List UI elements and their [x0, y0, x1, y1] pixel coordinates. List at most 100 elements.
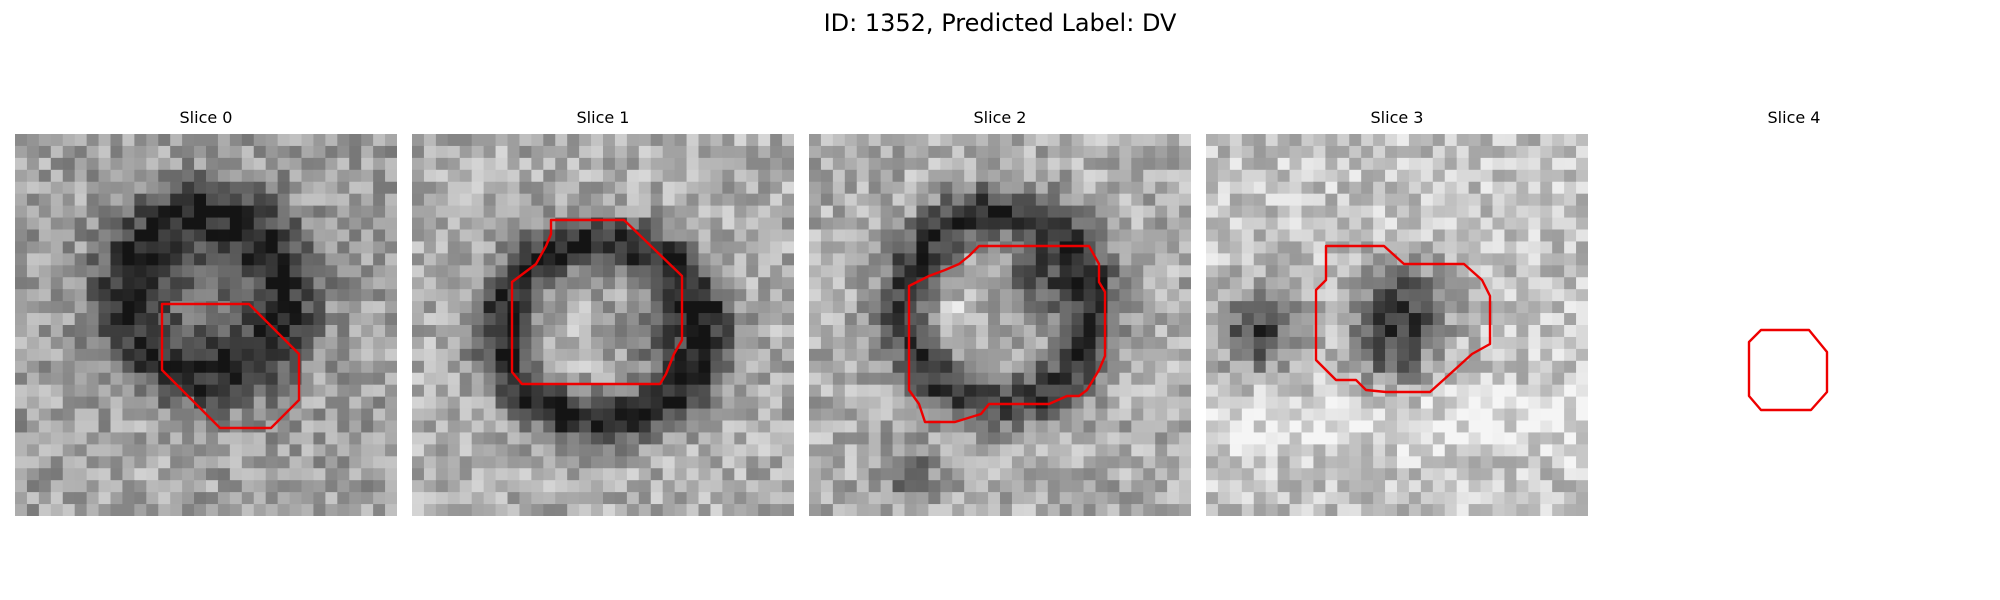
image-pixel	[869, 134, 882, 147]
image-pixel	[905, 468, 918, 481]
image-pixel	[1036, 146, 1049, 159]
image-pixel	[99, 313, 112, 326]
image-pixel	[1504, 397, 1517, 410]
image-pixel	[869, 241, 882, 254]
image-pixel	[206, 504, 219, 516]
image-pixel	[1540, 337, 1553, 350]
image-pixel	[770, 301, 783, 314]
image-pixel	[39, 194, 52, 207]
image-pixel	[134, 134, 147, 147]
image-pixel	[567, 289, 580, 302]
image-pixel	[87, 170, 100, 183]
image-pixel	[1445, 409, 1458, 422]
image-pixel	[1143, 265, 1156, 278]
image-pixel	[170, 456, 183, 469]
image-pixel	[976, 146, 989, 159]
image-pixel	[51, 492, 64, 505]
image-pixel	[869, 301, 882, 314]
image-pixel	[821, 361, 834, 374]
image-pixel	[1024, 146, 1037, 159]
image-pixel	[1119, 361, 1132, 374]
image-pixel	[436, 432, 449, 445]
image-pixel	[603, 134, 616, 147]
image-pixel	[325, 301, 338, 314]
image-pixel	[194, 218, 207, 231]
image-pixel	[1278, 325, 1291, 338]
image-pixel	[519, 230, 532, 243]
image-pixel	[722, 349, 735, 362]
image-pixel	[770, 397, 783, 410]
image-pixel	[1048, 504, 1061, 516]
image-pixel	[424, 277, 437, 290]
image-pixel	[436, 492, 449, 505]
image-pixel	[436, 337, 449, 350]
image-pixel	[51, 277, 64, 290]
image-pixel	[639, 385, 652, 398]
image-pixel	[266, 241, 279, 254]
image-pixel	[1036, 170, 1049, 183]
image-pixel	[1552, 313, 1565, 326]
image-pixel	[1084, 325, 1097, 338]
image-pixel	[122, 313, 135, 326]
image-pixel	[928, 337, 941, 350]
image-pixel	[1421, 421, 1434, 434]
image-pixel	[639, 456, 652, 469]
image-pixel	[1445, 170, 1458, 183]
image-pixel	[313, 349, 326, 362]
image-pixel	[146, 230, 159, 243]
image-pixel	[519, 277, 532, 290]
image-pixel	[1131, 421, 1144, 434]
image-pixel	[1230, 385, 1243, 398]
image-pixel	[1072, 421, 1085, 434]
image-pixel	[1230, 230, 1243, 243]
image-pixel	[1084, 444, 1097, 457]
image-pixel	[51, 313, 64, 326]
image-pixel	[734, 397, 747, 410]
image-pixel	[1024, 361, 1037, 374]
image-pixel	[412, 265, 425, 278]
image-pixel	[1131, 289, 1144, 302]
image-pixel	[508, 349, 521, 362]
image-pixel	[87, 265, 100, 278]
image-pixel	[543, 182, 556, 195]
image-pixel	[1266, 289, 1279, 302]
image-pixel	[543, 456, 556, 469]
image-pixel	[1421, 337, 1434, 350]
image-pixel	[373, 385, 386, 398]
image-pixel	[1012, 480, 1025, 493]
image-pixel	[1107, 289, 1120, 302]
image-pixel	[1048, 385, 1061, 398]
image-pixel	[1564, 158, 1577, 171]
image-pixel	[63, 325, 76, 338]
image-pixel	[893, 289, 906, 302]
image-pixel	[1385, 456, 1398, 469]
image-pixel	[424, 218, 437, 231]
image-pixel	[1397, 182, 1410, 195]
image-pixel	[1060, 158, 1073, 171]
image-pixel	[1361, 313, 1374, 326]
image-pixel	[845, 373, 858, 386]
image-pixel	[1060, 480, 1073, 493]
image-pixel	[1564, 337, 1577, 350]
image-pixel	[206, 492, 219, 505]
image-pixel	[385, 265, 397, 278]
image-pixel	[1167, 409, 1180, 422]
image-pixel	[1155, 170, 1168, 183]
image-pixel	[436, 265, 449, 278]
image-pixel	[1167, 432, 1180, 445]
image-pixel	[361, 349, 374, 362]
image-pixel	[170, 468, 183, 481]
image-pixel	[170, 241, 183, 254]
image-pixel	[436, 277, 449, 290]
image-pixel	[1143, 301, 1156, 314]
image-pixel	[531, 468, 544, 481]
image-pixel	[122, 170, 135, 183]
image-pixel	[27, 325, 40, 338]
image-pixel	[15, 361, 28, 374]
image-pixel	[1167, 194, 1180, 207]
image-pixel	[436, 241, 449, 254]
image-pixel	[194, 170, 207, 183]
image-pixel	[349, 325, 362, 338]
image-pixel	[63, 182, 76, 195]
image-pixel	[27, 313, 40, 326]
